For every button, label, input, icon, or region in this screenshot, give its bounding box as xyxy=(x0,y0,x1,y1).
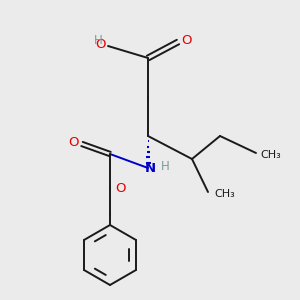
Text: O: O xyxy=(95,38,106,52)
Text: N: N xyxy=(144,163,156,176)
Text: CH₃: CH₃ xyxy=(214,189,235,199)
Text: CH₃: CH₃ xyxy=(260,150,281,160)
Text: O: O xyxy=(68,136,79,149)
Text: H: H xyxy=(160,160,169,172)
Text: H: H xyxy=(94,34,102,46)
Text: O: O xyxy=(115,182,125,194)
Text: O: O xyxy=(181,34,191,47)
